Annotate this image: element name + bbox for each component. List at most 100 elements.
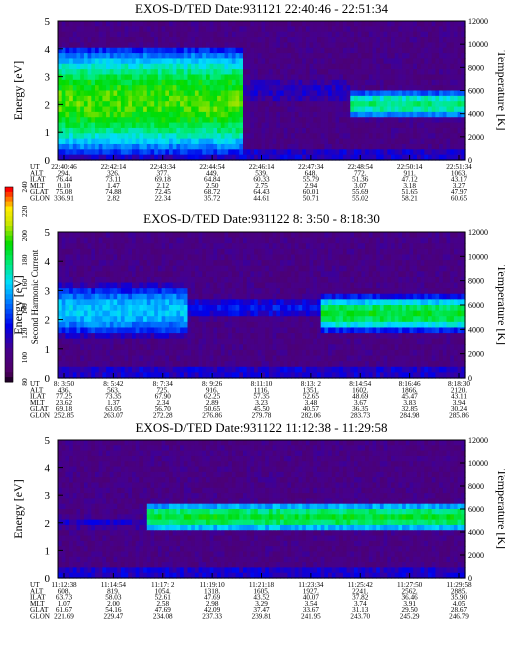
heatmap-cell bbox=[257, 321, 263, 329]
heatmap-cell bbox=[124, 288, 129, 295]
ephemeris-value: 51.65 bbox=[402, 188, 419, 196]
heatmap-cell bbox=[191, 58, 196, 65]
heatmap-cell bbox=[109, 101, 115, 108]
heatmap-cell bbox=[246, 143, 251, 150]
heatmap-cell bbox=[298, 37, 303, 43]
heatmap-cell bbox=[209, 47, 214, 54]
heatmap-cell bbox=[280, 74, 285, 81]
heatmap-cell bbox=[457, 138, 462, 145]
heatmap-cell bbox=[239, 372, 244, 379]
heatmap-cell bbox=[287, 85, 292, 92]
heatmap-cell bbox=[213, 127, 218, 134]
heatmap-cell bbox=[209, 63, 214, 70]
heatmap-cell bbox=[272, 355, 277, 362]
heatmap-cell bbox=[313, 321, 318, 329]
heatmap-cell bbox=[76, 344, 81, 351]
heatmap-cell bbox=[317, 79, 322, 86]
heatmap-cell bbox=[198, 53, 203, 60]
heatmap-cell bbox=[91, 344, 96, 351]
heatmap-cell bbox=[239, 288, 244, 295]
heatmap-cell bbox=[287, 133, 292, 140]
heatmap-cell bbox=[95, 254, 100, 261]
heatmap-cell bbox=[376, 117, 381, 124]
heatmap-cell bbox=[98, 338, 103, 345]
heatmap-cell bbox=[198, 31, 203, 38]
heatmap-cell bbox=[69, 248, 74, 256]
heatmap-cell bbox=[157, 79, 163, 86]
heatmap-cell bbox=[428, 133, 433, 140]
heatmap-cell bbox=[283, 333, 288, 340]
heatmap-cell bbox=[357, 138, 362, 145]
heatmap-cell bbox=[409, 106, 414, 113]
heatmap-cell bbox=[435, 74, 440, 81]
heatmap-cell bbox=[224, 260, 229, 267]
heatmap-cell bbox=[124, 361, 129, 368]
heatmap-cell bbox=[217, 310, 222, 317]
heatmap-cell bbox=[80, 282, 85, 289]
heatmap-cell bbox=[416, 63, 422, 70]
heatmap-cell bbox=[106, 26, 111, 33]
heatmap-cell bbox=[305, 344, 311, 351]
heatmap-cell bbox=[302, 282, 307, 289]
heatmap-cell bbox=[143, 338, 148, 345]
heatmap-cell bbox=[265, 316, 270, 323]
heatmap-cell bbox=[206, 154, 211, 161]
heatmap-cell bbox=[420, 154, 425, 161]
heatmap-cell bbox=[453, 111, 459, 118]
heatmap-cell bbox=[335, 69, 340, 76]
heatmap-cell bbox=[339, 338, 344, 345]
heatmap-cell bbox=[91, 333, 96, 340]
heatmap-cell bbox=[69, 127, 74, 134]
heatmap-cell bbox=[320, 333, 325, 340]
heatmap-cell bbox=[154, 26, 159, 33]
heatmap-cell bbox=[58, 26, 63, 33]
heatmap-cell bbox=[283, 349, 288, 357]
heatmap-cell bbox=[58, 321, 63, 329]
heatmap-cell bbox=[132, 143, 137, 150]
heatmap-cell bbox=[124, 154, 129, 161]
heatmap-cell bbox=[261, 276, 266, 284]
heatmap-cell bbox=[139, 276, 144, 284]
heatmap-cell bbox=[335, 37, 340, 43]
heatmap-cell bbox=[187, 333, 192, 340]
heatmap-cell bbox=[61, 53, 66, 60]
heatmap-cell bbox=[331, 344, 337, 351]
heatmap-cell bbox=[213, 316, 218, 323]
heatmap-cell bbox=[224, 254, 229, 261]
heatmap-cell bbox=[198, 149, 203, 156]
heatmap-cell bbox=[132, 305, 137, 312]
heatmap-cell bbox=[357, 79, 362, 86]
heatmap-cell bbox=[413, 85, 418, 92]
heatmap-cell bbox=[169, 53, 174, 60]
heatmap-cell bbox=[424, 47, 429, 54]
heatmap-cell bbox=[431, 127, 436, 134]
heatmap-cell bbox=[61, 69, 66, 76]
heatmap-cell bbox=[165, 243, 170, 250]
heatmap-cell bbox=[143, 53, 148, 60]
heatmap-cell bbox=[309, 372, 314, 379]
heatmap-cell bbox=[453, 133, 459, 140]
heatmap-cell bbox=[146, 90, 152, 97]
heatmap-cell bbox=[183, 310, 189, 317]
heatmap-cell bbox=[446, 58, 451, 65]
heatmap-cell bbox=[250, 333, 255, 340]
heatmap-cell bbox=[331, 276, 337, 284]
heatmap-cell bbox=[209, 327, 214, 334]
heatmap-cell bbox=[146, 138, 152, 145]
x-tick-label: 22:50:14 bbox=[397, 163, 423, 171]
heatmap-cell bbox=[283, 237, 288, 244]
heatmap-cell bbox=[239, 138, 244, 145]
heatmap-cell bbox=[424, 63, 429, 70]
heatmap-cell bbox=[331, 79, 337, 86]
heatmap-cell bbox=[172, 138, 177, 145]
heatmap-cell bbox=[257, 271, 263, 278]
heatmap-cell bbox=[331, 299, 337, 306]
heatmap-cell bbox=[283, 232, 288, 239]
heatmap-cell bbox=[402, 154, 407, 161]
heatmap-cell bbox=[435, 106, 440, 113]
heatmap-cell bbox=[298, 282, 303, 289]
heatmap-cell bbox=[446, 37, 451, 43]
heatmap-cell bbox=[65, 21, 70, 27]
heatmap-cell bbox=[180, 260, 185, 267]
heatmap-cell bbox=[302, 355, 307, 362]
